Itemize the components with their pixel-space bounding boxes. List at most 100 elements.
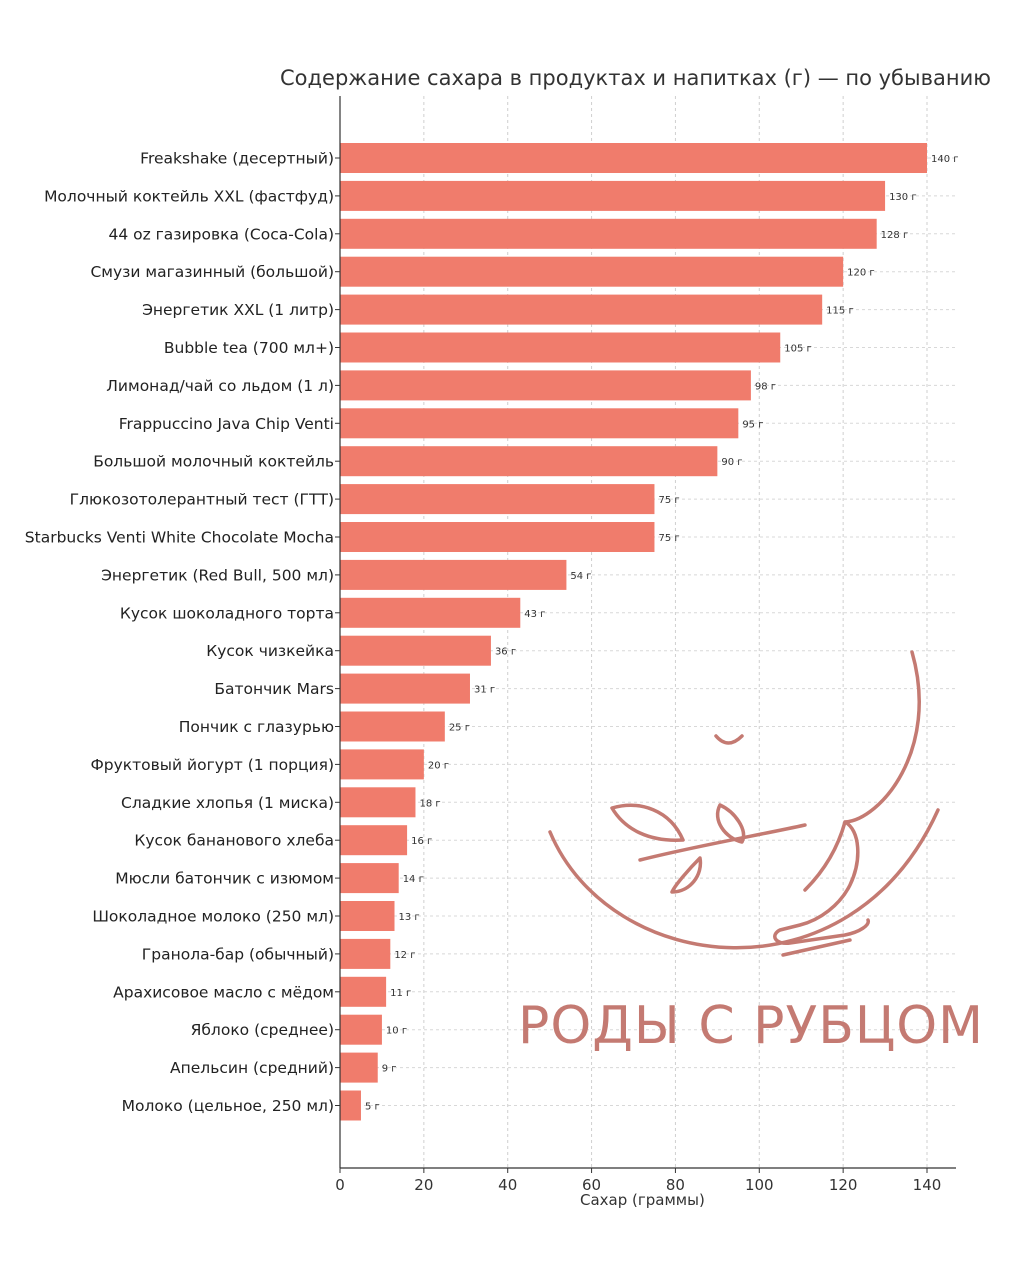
x-tick-label: 60: [582, 1176, 601, 1194]
value-label: 13 г: [399, 912, 420, 923]
category-label: Пончик с глазурью: [179, 718, 334, 736]
category-label: Frappuccino Java Chip Venti: [119, 415, 334, 433]
value-label: 11 г: [390, 988, 411, 999]
category-label: Starbucks Venti White Chocolate Mocha: [25, 529, 334, 547]
value-label: 130 г: [889, 192, 917, 203]
bar: [340, 143, 927, 173]
category-label: Большой молочный коктейль: [93, 453, 334, 471]
logo-hand-finger: [781, 938, 852, 957]
value-label: 140 г: [931, 154, 959, 165]
logo-head-line: [843, 650, 921, 824]
bar: [340, 256, 844, 287]
category-label: Арахисовое масло с мёдом: [113, 983, 334, 1001]
value-label: 10 г: [386, 1026, 407, 1037]
bar: [340, 673, 470, 704]
value-label: 18 г: [419, 798, 440, 809]
category-label: Bubble tea (700 мл+): [164, 339, 334, 357]
value-label: 12 г: [394, 950, 415, 961]
x-tick-label: 20: [414, 1176, 433, 1194]
category-label: Апельсин (средний): [170, 1059, 334, 1077]
category-label: Энергетик XXL (1 литр): [142, 301, 334, 319]
bar: [340, 901, 395, 931]
bar: [340, 976, 387, 1007]
value-label: 14 г: [403, 874, 424, 885]
value-label: 75 г: [658, 495, 679, 506]
bar: [340, 370, 751, 401]
x-axis-label: Сахар (граммы): [580, 1191, 705, 1209]
category-label: Сладкие хлопья (1 миска): [121, 794, 334, 812]
watermark-text: РОДЫ С РУБЦОМ: [518, 996, 985, 1056]
bar: [340, 863, 399, 894]
x-tick-label: 140: [913, 1176, 942, 1194]
watermark-logo: [548, 650, 940, 957]
bar: [340, 218, 877, 249]
logo-leaf-3: [670, 856, 703, 894]
value-label: 16 г: [411, 836, 432, 847]
axes: 0 20 40 60 80 100 120 140: [335, 96, 956, 1194]
value-label: 5 г: [365, 1102, 380, 1113]
category-label: Молоко (цельное, 250 мл): [122, 1097, 334, 1115]
category-label: Лимонад/чай со льдом (1 л): [106, 377, 334, 395]
bar: [340, 1090, 361, 1121]
category-label: Молочный коктейль XXL (фастфуд): [44, 187, 334, 205]
category-label: Фруктовый йогурт (1 порция): [90, 756, 334, 774]
category-label: Freakshake (десертный): [140, 150, 334, 168]
category-label: Кусок шоколадного торта: [120, 604, 334, 622]
bar: [340, 597, 521, 628]
bar: [340, 332, 781, 363]
category-labels: Freakshake (десертный) Молочный коктейль …: [25, 150, 334, 1116]
x-tick-label: 80: [666, 1176, 685, 1194]
bar: [340, 787, 416, 818]
bars: [340, 143, 927, 1121]
value-label: 36 г: [495, 647, 516, 658]
bar: [340, 294, 823, 325]
bar: [340, 446, 718, 477]
value-label: 31 г: [474, 685, 495, 696]
category-label: 44 oz газировка (Coca-Cola): [108, 225, 334, 243]
value-label: 20 г: [428, 760, 449, 771]
x-tick-label: 100: [745, 1176, 774, 1194]
value-labels: 140 г 130 г 128 г 120 г 115 г 105 г 98 г 95 г 90…: [365, 154, 959, 1113]
value-label: 25 г: [449, 723, 470, 734]
x-tick-label: 40: [498, 1176, 517, 1194]
category-label: Гранола-бар (обычный): [142, 945, 334, 963]
logo-leaf-1: [610, 803, 685, 842]
bar: [340, 635, 491, 666]
bar: [340, 749, 424, 780]
value-label: 98 г: [755, 381, 776, 392]
logo-branch: [638, 823, 807, 862]
x-tick-label: 120: [829, 1176, 858, 1194]
category-label: Мюсли батончик с изюмом: [115, 870, 334, 888]
category-label: Смузи магазинный (большой): [90, 263, 334, 281]
value-label: 43 г: [524, 609, 545, 620]
value-label: 115 г: [826, 306, 854, 317]
value-label: 120 г: [847, 268, 875, 279]
value-label: 54 г: [570, 571, 591, 582]
category-label: Глюкозотолерантный тест (ГТТ): [70, 491, 334, 509]
value-label: 95 г: [742, 419, 763, 430]
logo-leaf-2: [715, 803, 746, 844]
value-label: 75 г: [658, 533, 679, 544]
bar: [340, 1052, 378, 1083]
value-label: 90 г: [721, 457, 742, 468]
category-label: Шоколадное молоко (250 мл): [92, 908, 334, 926]
chart-title: Содержание сахара в продуктах и напитках…: [280, 66, 991, 90]
bar: [340, 484, 655, 515]
category-label: Кусок бананового хлеба: [134, 832, 334, 850]
x-tick-label: 0: [335, 1176, 345, 1194]
category-label: Энергетик (Red Bull, 500 мл): [101, 566, 334, 584]
category-label: Яблоко (среднее): [191, 1021, 334, 1039]
value-label: 105 г: [784, 344, 812, 355]
category-label: Кусок чизкейка: [206, 642, 334, 660]
bar: [340, 711, 445, 742]
logo-smile: [714, 734, 744, 745]
value-label: 128 г: [881, 230, 909, 241]
value-label: 9 г: [382, 1064, 397, 1075]
bar: [340, 522, 655, 552]
category-label: Батончик Mars: [214, 680, 334, 698]
bar: [340, 559, 567, 590]
logo-hand: [773, 820, 870, 945]
bar: [340, 180, 886, 211]
logo-arc: [548, 808, 940, 950]
